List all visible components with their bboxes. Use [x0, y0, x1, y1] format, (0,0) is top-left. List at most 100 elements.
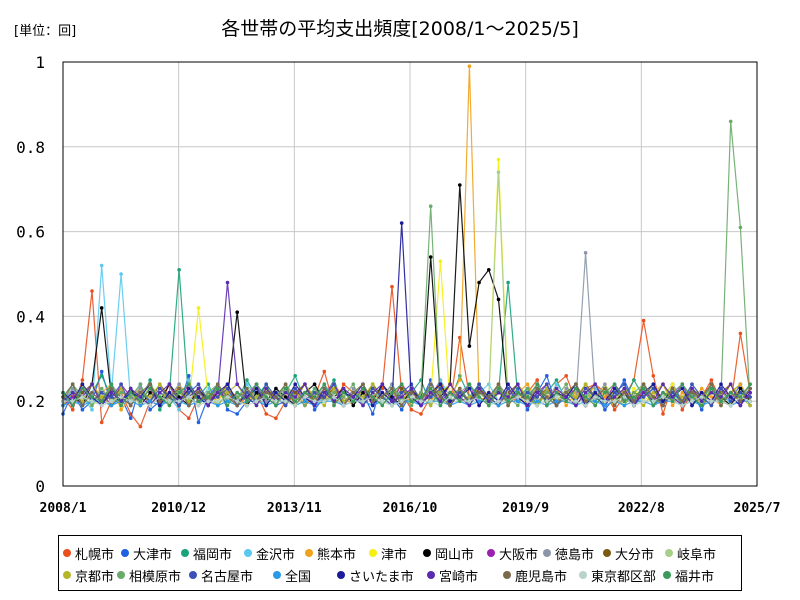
data-point: [448, 399, 452, 404]
data-point: [70, 403, 75, 408]
data-point: [390, 284, 394, 289]
data-point: [516, 403, 520, 408]
data-point: [680, 390, 685, 395]
data-point: [206, 390, 210, 395]
data-point: [467, 395, 472, 399]
data-point: [148, 378, 152, 382]
data-point: [670, 395, 675, 399]
data-point: [80, 403, 85, 408]
legend-item: 宮崎市: [427, 564, 478, 586]
data-point: [264, 399, 269, 404]
data-point: [458, 378, 462, 382]
data-point: [574, 395, 578, 399]
data-point: [583, 382, 588, 387]
legend-marker: [603, 549, 611, 557]
data-point: [690, 403, 694, 408]
data-point: [680, 382, 685, 387]
data-point: [235, 412, 239, 416]
data-point: [709, 378, 714, 382]
data-point: [458, 183, 462, 187]
data-point: [399, 390, 404, 395]
data-point: [428, 204, 433, 208]
data-point: [574, 382, 578, 387]
data-point: [196, 382, 201, 387]
data-point: [690, 395, 694, 399]
plot-frame: [62, 61, 758, 487]
data-point: [680, 407, 685, 412]
legend-marker: [305, 549, 313, 557]
data-point: [148, 386, 152, 391]
data-point: [738, 225, 743, 230]
data-point: [506, 395, 510, 399]
data-point: [564, 390, 568, 395]
data-point: [554, 390, 559, 395]
data-point: [690, 386, 694, 391]
x-tick-label: 2022/8: [618, 501, 665, 516]
data-point: [264, 395, 269, 399]
data-point: [322, 395, 327, 399]
x-tick-label: 2025/7: [734, 501, 781, 516]
data-point: [670, 399, 675, 404]
data-point: [719, 399, 723, 404]
data-point: [254, 390, 259, 395]
data-point: [70, 382, 75, 387]
legend-marker: [427, 571, 435, 579]
data-point: [612, 407, 617, 412]
data-point: [738, 386, 743, 391]
data-point: [545, 382, 549, 387]
data-point: [245, 395, 249, 399]
data-point: [80, 395, 85, 399]
data-point: [680, 399, 685, 404]
data-point: [283, 382, 288, 387]
data-point: [719, 386, 723, 391]
data-point: [370, 403, 375, 408]
data-point: [719, 395, 723, 399]
data-point: [390, 390, 394, 395]
data-point: [574, 399, 578, 404]
data-point: [138, 403, 143, 408]
data-point: [80, 386, 85, 391]
data-point: [738, 403, 743, 408]
data-point: [448, 395, 452, 399]
data-point: [158, 386, 162, 391]
data-point: [303, 390, 307, 395]
legend-item: 金沢市: [244, 542, 295, 564]
data-point: [641, 395, 646, 399]
data-point: [448, 382, 452, 387]
data-point: [177, 395, 181, 399]
data-point: [622, 386, 627, 391]
data-point: [351, 403, 356, 408]
data-point: [467, 399, 472, 404]
legend-label: 金沢市: [256, 547, 296, 563]
data-point: [583, 399, 588, 404]
data-point: [525, 395, 530, 399]
data-point: [496, 390, 501, 395]
data-point: [187, 403, 191, 408]
data-point: [525, 403, 530, 408]
data-point: [361, 390, 365, 395]
legend-label: 熊本市: [317, 547, 357, 563]
legend-marker: [189, 571, 197, 579]
data-point: [361, 399, 365, 404]
data-point: [254, 399, 259, 404]
data-point: [351, 399, 356, 404]
data-point: [661, 395, 665, 399]
data-point: [70, 399, 75, 404]
legend-item: 徳島市: [543, 542, 594, 564]
legend-marker: [63, 549, 71, 557]
data-point: [167, 403, 172, 408]
legend-item: 相模原市: [117, 564, 181, 586]
data-point: [235, 382, 239, 387]
data-point: [583, 390, 588, 395]
legend-marker: [487, 549, 495, 557]
data-point: [496, 403, 501, 408]
data-point: [216, 382, 220, 387]
data-point: [670, 403, 675, 408]
data-point: [303, 399, 307, 404]
data-point: [458, 399, 462, 404]
data-point: [235, 395, 239, 399]
legend-marker: [543, 549, 551, 557]
data-point: [458, 386, 462, 391]
data-point: [496, 170, 501, 174]
data-point: [312, 399, 317, 404]
